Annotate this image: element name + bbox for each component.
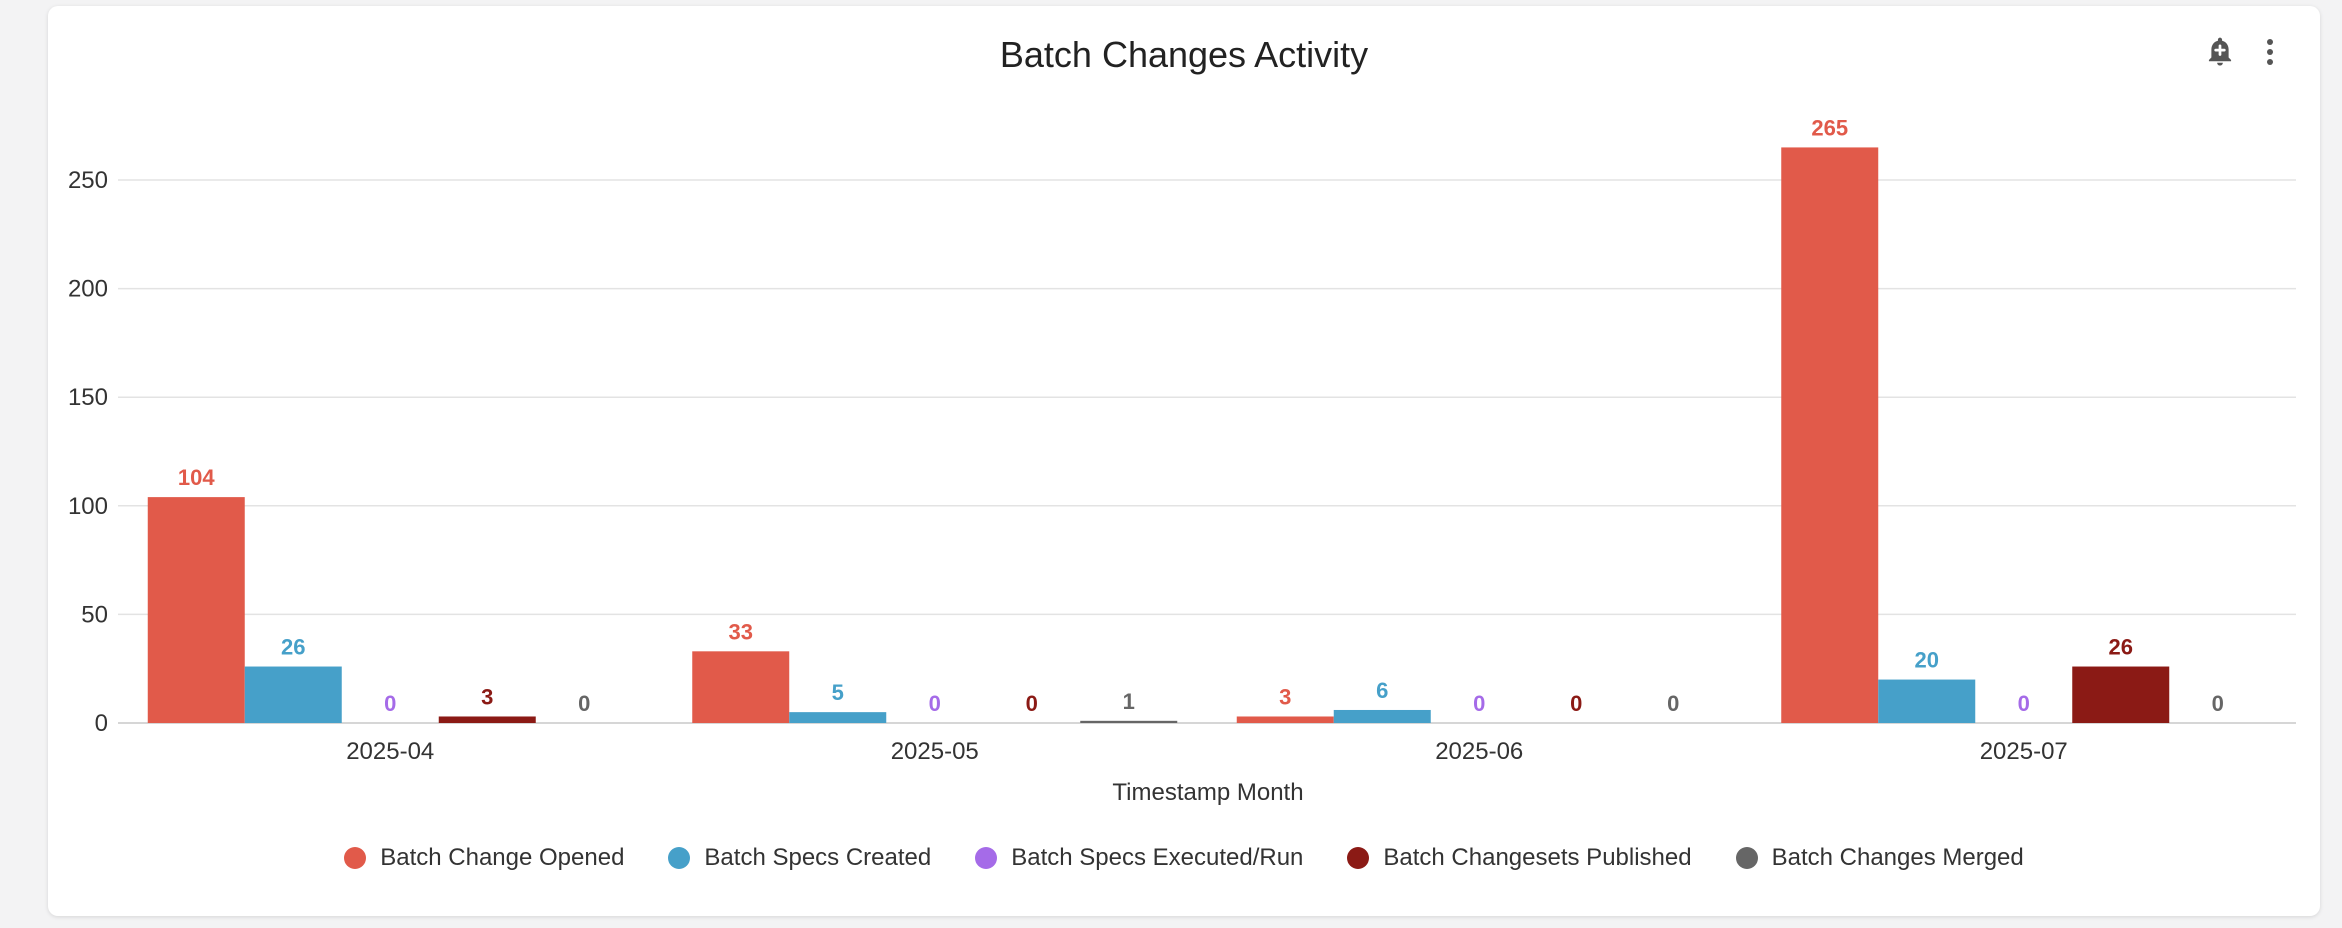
data-label: 33: [729, 619, 753, 644]
chart-card: 0 50 100 150 200 250 104 26 0 3 0 33 5 0 0 1 3 6 0 0 0 265 20…: [48, 6, 2320, 916]
legend-item[interactable]: Batch Changes Merged: [1735, 844, 2024, 872]
data-label: 0: [384, 691, 396, 716]
x-tick-label: 2025-06: [1435, 738, 1523, 765]
data-label: 3: [481, 684, 493, 709]
legend-label: Batch Changes Merged: [1771, 844, 2024, 871]
data-label: 3: [1279, 684, 1291, 709]
data-label: 5: [832, 680, 844, 705]
data-label: 0: [2212, 691, 2224, 716]
legend-swatch: [1735, 847, 1758, 869]
legend-swatch: [344, 847, 367, 869]
bar: [438, 716, 536, 723]
legend-item[interactable]: Batch Changesets Published: [1347, 844, 1692, 872]
bar: [1333, 709, 1431, 723]
data-label: 0: [578, 691, 590, 716]
bar: [147, 497, 245, 723]
legend-label: Batch Changesets Published: [1383, 844, 1692, 871]
bar: [692, 651, 790, 723]
x-tick-label: 2025-04: [346, 738, 434, 765]
bell-plus-icon[interactable]: [2204, 34, 2236, 70]
data-label: 0: [929, 691, 941, 716]
bar: [1236, 716, 1334, 723]
x-tick-label: 2025-05: [891, 738, 979, 765]
legend-item[interactable]: Batch Specs Executed/Run: [975, 844, 1303, 872]
legend-label: Batch Specs Executed/Run: [1011, 844, 1304, 871]
chart-title: Batch Changes Activity: [999, 34, 1369, 75]
x-axis-ticks: 2025-04 2025-05 2025-06 2025-07: [346, 738, 2068, 765]
y-tick-label: 150: [68, 384, 108, 411]
bars: [147, 147, 2170, 724]
bar: [789, 712, 887, 723]
y-tick-label: 250: [68, 167, 108, 194]
data-label: 0: [1570, 691, 1582, 716]
data-label: 104: [178, 465, 215, 490]
x-tick-label: 2025-07: [1980, 738, 2068, 765]
data-label: 20: [1915, 648, 1939, 673]
bar: [1080, 720, 1178, 723]
data-label: 1: [1123, 689, 1135, 714]
bar: [1878, 679, 1976, 723]
data-label: 0: [1667, 691, 1679, 716]
data-labels: 104 26 0 3 0 33 5 0 0 1 3 6 0 0 0 265 20 0 26 0: [178, 115, 2224, 716]
data-label: 26: [2109, 635, 2133, 660]
y-axis-ticks: 0 50 100 150 200 250: [68, 167, 108, 737]
bar: [1781, 147, 1879, 724]
legend-item[interactable]: Batch Change Opened: [344, 844, 624, 872]
legend-swatch: [668, 847, 691, 869]
y-tick-label: 100: [68, 493, 108, 520]
legend-label: Batch Change Opened: [380, 844, 625, 871]
bar: [244, 666, 342, 723]
y-tick-label: 200: [68, 276, 108, 303]
legend-swatch: [975, 847, 998, 869]
data-label: 0: [1473, 691, 1485, 716]
chart-legend: Batch Change Opened Batch Specs Created Ba…: [48, 844, 2320, 872]
x-axis-title: Timestamp Month: [1112, 779, 1303, 806]
data-label: 26: [281, 635, 305, 660]
data-label: 0: [1026, 691, 1038, 716]
bar: [2072, 666, 2170, 723]
data-label: 265: [1811, 115, 1848, 140]
grid-lines: [118, 179, 2296, 724]
y-tick-label: 0: [95, 710, 108, 737]
legend-item[interactable]: Batch Specs Created: [668, 844, 931, 872]
data-label: 6: [1376, 678, 1388, 703]
header-actions: [2204, 34, 2286, 70]
legend-label: Batch Specs Created: [704, 844, 932, 871]
more-vert-icon[interactable]: [2254, 34, 2286, 70]
data-label: 0: [2018, 691, 2030, 716]
legend-swatch: [1347, 847, 1370, 869]
y-tick-label: 50: [81, 601, 108, 628]
